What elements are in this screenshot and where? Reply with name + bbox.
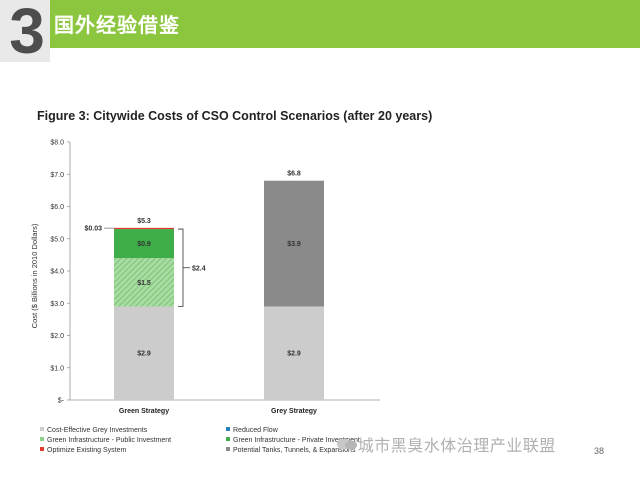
y-axis-label: Cost ($ Billions in 2010 Dollars): [30, 223, 39, 328]
bar-segment-optimize-existing-system: [114, 227, 174, 230]
category-label: Green Strategy: [119, 408, 169, 415]
bar-value-label: $2.9: [287, 351, 301, 358]
bar-total-label: $6.8: [287, 171, 301, 178]
bar-value-label: $0.9: [137, 241, 151, 248]
bracket: [178, 228, 190, 307]
y-tick-label: $3.0: [50, 301, 64, 308]
bar-value-label: $1.5: [137, 280, 151, 287]
bar-segment-green-infrastructure-public-investment: [114, 258, 174, 307]
y-tick-label: $1.0: [50, 365, 64, 372]
legend-label: Green Infrastructure - Private Investmen…: [233, 437, 360, 444]
section-title: 国外经验借鉴: [54, 15, 180, 37]
bracket-label: $2.4: [192, 265, 206, 272]
y-tick-label: $6.0: [50, 204, 64, 211]
bar-segment-cost-effective-grey-investments: [264, 306, 324, 400]
section-number-box: 3: [0, 0, 50, 67]
legend-label: Green Infrastructure - Public Investment: [47, 437, 171, 444]
legend-swatch: [40, 447, 44, 451]
legend-swatch: [40, 427, 44, 431]
y-tick-label: $4.0: [50, 269, 64, 276]
legend-swatch: [40, 437, 44, 441]
legend-label: Optimize Existing System: [47, 447, 127, 454]
wechat-icon: [337, 438, 357, 450]
legend-swatch: [226, 447, 230, 451]
bar-value-label: $2.9: [137, 351, 151, 358]
figure-title: Figure 3: Citywide Costs of CSO Control …: [37, 109, 433, 123]
y-tick-label: $-: [58, 398, 65, 405]
section-number: 3: [9, 0, 45, 67]
bar-value-label: $3.9: [287, 241, 301, 248]
y-tick-label: $5.0: [50, 236, 64, 243]
header-band: [0, 0, 640, 48]
legend-label: Potential Tanks, Tunnels, & Expansions: [233, 447, 356, 454]
page-number: 38: [594, 446, 605, 456]
legend-swatch: [226, 427, 230, 431]
y-tick-label: $2.0: [50, 333, 64, 340]
small-segment-label: $0.03: [84, 226, 102, 233]
y-tick-label: $8.0: [50, 140, 64, 147]
y-tick-label: $7.0: [50, 172, 64, 179]
category-label: Grey Strategy: [271, 408, 317, 415]
legend-label: Reduced Flow: [233, 427, 279, 434]
legend-label: Cost-Effective Grey Investments: [47, 427, 148, 434]
watermark-text: 城市黑臭水体治理产业联盟: [357, 438, 556, 455]
legend-swatch: [226, 437, 230, 441]
bar-segment-cost-effective-grey-investments: [114, 306, 174, 400]
bar-segment-green-infrastructure-private-investment: [114, 229, 174, 259]
bar-total-label: $5.3: [137, 218, 151, 225]
bar-segment-potential-tanks-tunnels-expansions: [264, 180, 324, 307]
